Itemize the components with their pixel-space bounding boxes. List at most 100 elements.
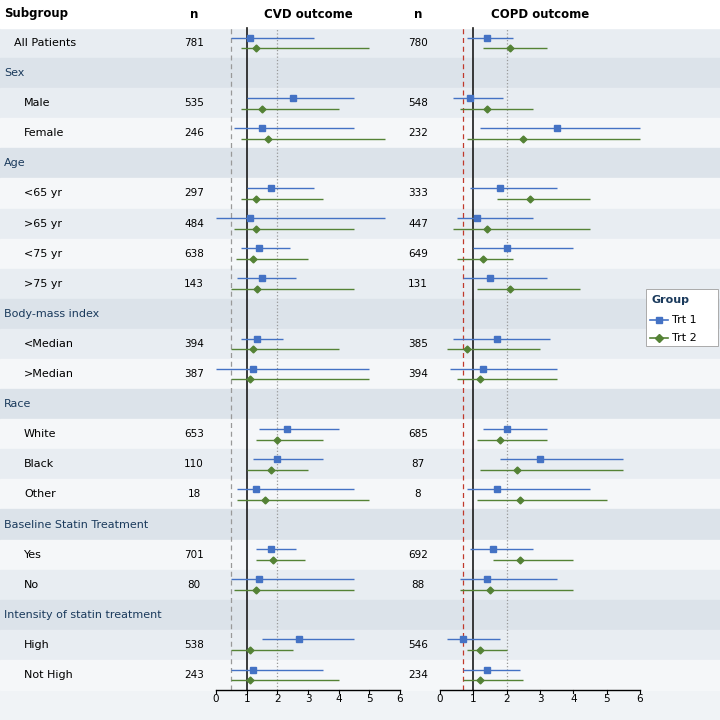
Text: Baseline Statin Treatment: Baseline Statin Treatment: [4, 520, 148, 529]
Bar: [0, 480, 720, 510]
Bar: [0, 389, 720, 419]
Text: 394: 394: [408, 369, 428, 379]
Text: 4: 4: [336, 694, 342, 704]
Text: Yes: Yes: [24, 549, 42, 559]
Text: n: n: [414, 7, 422, 20]
Text: 548: 548: [408, 98, 428, 108]
Bar: [0, 660, 720, 690]
Text: <75 yr: <75 yr: [24, 248, 62, 258]
Text: Trt 1: Trt 1: [672, 315, 697, 325]
Text: 5: 5: [603, 694, 610, 704]
Text: COPD outcome: COPD outcome: [491, 7, 589, 20]
Text: 234: 234: [408, 670, 428, 680]
Text: 692: 692: [408, 549, 428, 559]
Text: 131: 131: [408, 279, 428, 289]
Text: 649: 649: [408, 248, 428, 258]
FancyBboxPatch shape: [646, 289, 718, 346]
Text: Group: Group: [652, 294, 690, 305]
Bar: [0, 118, 720, 148]
Text: Female: Female: [24, 128, 64, 138]
Text: 6: 6: [397, 694, 403, 704]
Text: 1: 1: [470, 694, 477, 704]
Bar: [0, 539, 720, 570]
Bar: [0, 359, 720, 389]
Text: 781: 781: [184, 38, 204, 48]
Text: CVD outcome: CVD outcome: [264, 7, 352, 20]
Bar: [0, 419, 720, 449]
Bar: [0, 329, 720, 359]
Text: 685: 685: [408, 429, 428, 439]
Text: Race: Race: [4, 399, 32, 409]
Bar: [0, 269, 720, 299]
Bar: [0, 179, 720, 209]
Text: Not High: Not High: [24, 670, 73, 680]
Text: 484: 484: [184, 219, 204, 228]
Text: 6: 6: [636, 694, 643, 704]
Text: Sex: Sex: [4, 68, 24, 78]
Text: <65 yr: <65 yr: [24, 189, 62, 199]
Text: High: High: [24, 640, 50, 650]
Text: No: No: [24, 580, 39, 590]
Text: Subgroup: Subgroup: [4, 7, 68, 20]
Text: Body-mass index: Body-mass index: [4, 309, 99, 319]
Text: Trt 2: Trt 2: [672, 333, 697, 343]
Text: 246: 246: [184, 128, 204, 138]
Text: 4: 4: [570, 694, 577, 704]
Bar: [0, 570, 720, 600]
Text: Black: Black: [24, 459, 54, 469]
Bar: [0, 510, 720, 539]
Text: <Median: <Median: [24, 339, 74, 349]
Text: 387: 387: [184, 369, 204, 379]
Text: 538: 538: [184, 640, 204, 650]
Text: 2: 2: [274, 694, 281, 704]
Text: 1: 1: [243, 694, 250, 704]
Text: 2: 2: [503, 694, 510, 704]
Bar: [0, 28, 720, 58]
Bar: [0, 299, 720, 329]
Text: Other: Other: [24, 490, 55, 500]
Text: 385: 385: [408, 339, 428, 349]
Text: 88: 88: [411, 580, 425, 590]
Text: 653: 653: [184, 429, 204, 439]
Text: 110: 110: [184, 459, 204, 469]
Text: 143: 143: [184, 279, 204, 289]
Text: >Median: >Median: [24, 369, 74, 379]
Text: >65 yr: >65 yr: [24, 219, 62, 228]
Bar: [0, 88, 720, 118]
Text: 18: 18: [187, 490, 201, 500]
Bar: [0, 148, 720, 179]
Bar: [0, 238, 720, 269]
Text: 8: 8: [415, 490, 421, 500]
Bar: [0, 600, 720, 630]
Text: 3: 3: [305, 694, 311, 704]
Text: 0: 0: [212, 694, 220, 704]
Text: 535: 535: [184, 98, 204, 108]
Text: 447: 447: [408, 219, 428, 228]
Text: 333: 333: [408, 189, 428, 199]
Text: All Patients: All Patients: [14, 38, 76, 48]
Text: 80: 80: [187, 580, 201, 590]
Text: 87: 87: [411, 459, 425, 469]
Text: 394: 394: [184, 339, 204, 349]
Text: Intensity of statin treatment: Intensity of statin treatment: [4, 610, 161, 620]
Text: >75 yr: >75 yr: [24, 279, 62, 289]
Text: 701: 701: [184, 549, 204, 559]
Bar: [0, 630, 720, 660]
Text: 3: 3: [536, 694, 544, 704]
Text: 638: 638: [184, 248, 204, 258]
Text: 5: 5: [366, 694, 373, 704]
Text: 232: 232: [408, 128, 428, 138]
Text: Male: Male: [24, 98, 50, 108]
Bar: [0, 449, 720, 480]
Text: 546: 546: [408, 640, 428, 650]
Text: 243: 243: [184, 670, 204, 680]
Bar: [0, 209, 720, 238]
Text: White: White: [24, 429, 56, 439]
Bar: [0, 58, 720, 88]
Text: 780: 780: [408, 38, 428, 48]
Text: Age: Age: [4, 158, 26, 168]
Text: 0: 0: [437, 694, 444, 704]
Bar: [0, 0, 720, 28]
Text: n: n: [190, 7, 198, 20]
Text: 297: 297: [184, 189, 204, 199]
